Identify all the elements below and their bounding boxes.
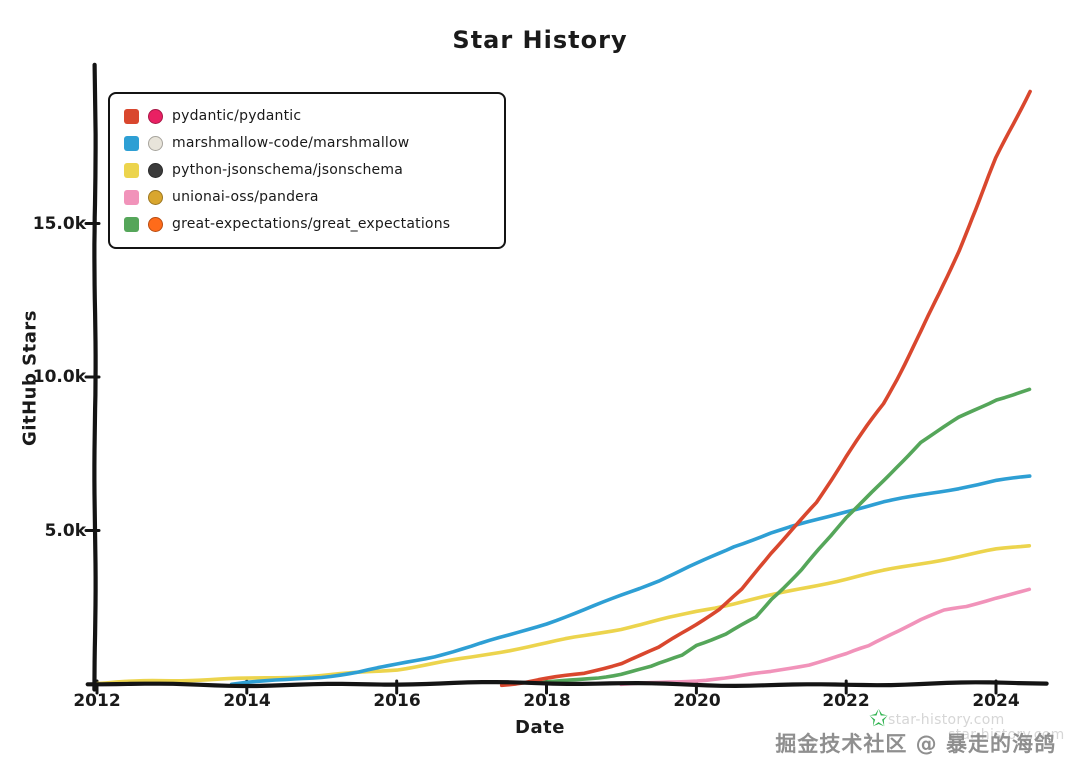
legend: pydantic/pydantic marshmallow-code/marsh… [108,92,506,249]
y-tick-label-5k: 5.0k [44,521,86,541]
y-tick-label-10k: 10.0k [32,367,86,387]
legend-label-pydantic: pydantic/pydantic [172,108,302,124]
legend-label-great-expectations: great-expectations/great_expectations [172,216,451,232]
x-tick-label-2012: 2012 [73,691,121,711]
star-history-watermark-text-2: star-history.com [948,727,1065,743]
x-tick-label-2022: 2022 [822,691,870,711]
series-line-pydantic [499,89,1032,688]
legend-label-jsonschema: python-jsonschema/jsonschema [172,162,403,178]
series-line-pandera [619,587,1032,687]
green-star-icon: ✩ [869,706,889,732]
legend-item-great-expectations: great-expectations/great_expectations [124,213,490,235]
legend-label-marshmallow: marshmallow-code/marshmallow [172,135,410,151]
legend-item-marshmallow: marshmallow-code/marshmallow [124,132,490,154]
x-axis-title: Date [515,717,565,738]
chart-title: Star History [452,26,628,54]
series-line-marshmallow [229,474,1032,687]
x-axis-line [85,680,1049,689]
y-tick-label-15k: 15.0k [32,214,86,234]
x-tick-label-2024: 2024 [972,691,1020,711]
community-watermark: 掘金技术社区 @ 暴走的海鸽 [775,732,1056,756]
legend-swatch-pandera [124,189,139,205]
legend-item-pydantic: pydantic/pydantic [124,105,490,127]
legend-item-pandera: unionai-oss/pandera [124,186,490,208]
jsonschema-logo-icon [148,162,163,178]
series-line-great_expectations [537,387,1032,685]
pandera-logo-icon [148,189,163,205]
legend-swatch-great-expectations [124,216,139,232]
x-tick-label-2014: 2014 [223,691,271,711]
legend-item-jsonschema: python-jsonschema/jsonschema [124,159,490,181]
legend-label-pandera: unionai-oss/pandera [172,189,319,205]
series-line-jsonschema [95,544,1032,686]
legend-swatch-jsonschema [124,162,139,178]
pydantic-logo-icon [148,108,163,124]
marshmallow-logo-icon [148,135,163,151]
y-axis-title: GitHub Stars [19,310,41,446]
great-expectations-logo-icon [148,216,163,232]
y-axis-line [92,62,98,692]
star-history-watermark-text: star-history.com [888,712,1005,728]
x-tick-label-2016: 2016 [373,691,421,711]
x-tick-label-2020: 2020 [673,691,721,711]
legend-swatch-marshmallow [124,135,139,151]
legend-swatch-pydantic [124,108,139,124]
x-tick-label-2018: 2018 [523,691,571,711]
